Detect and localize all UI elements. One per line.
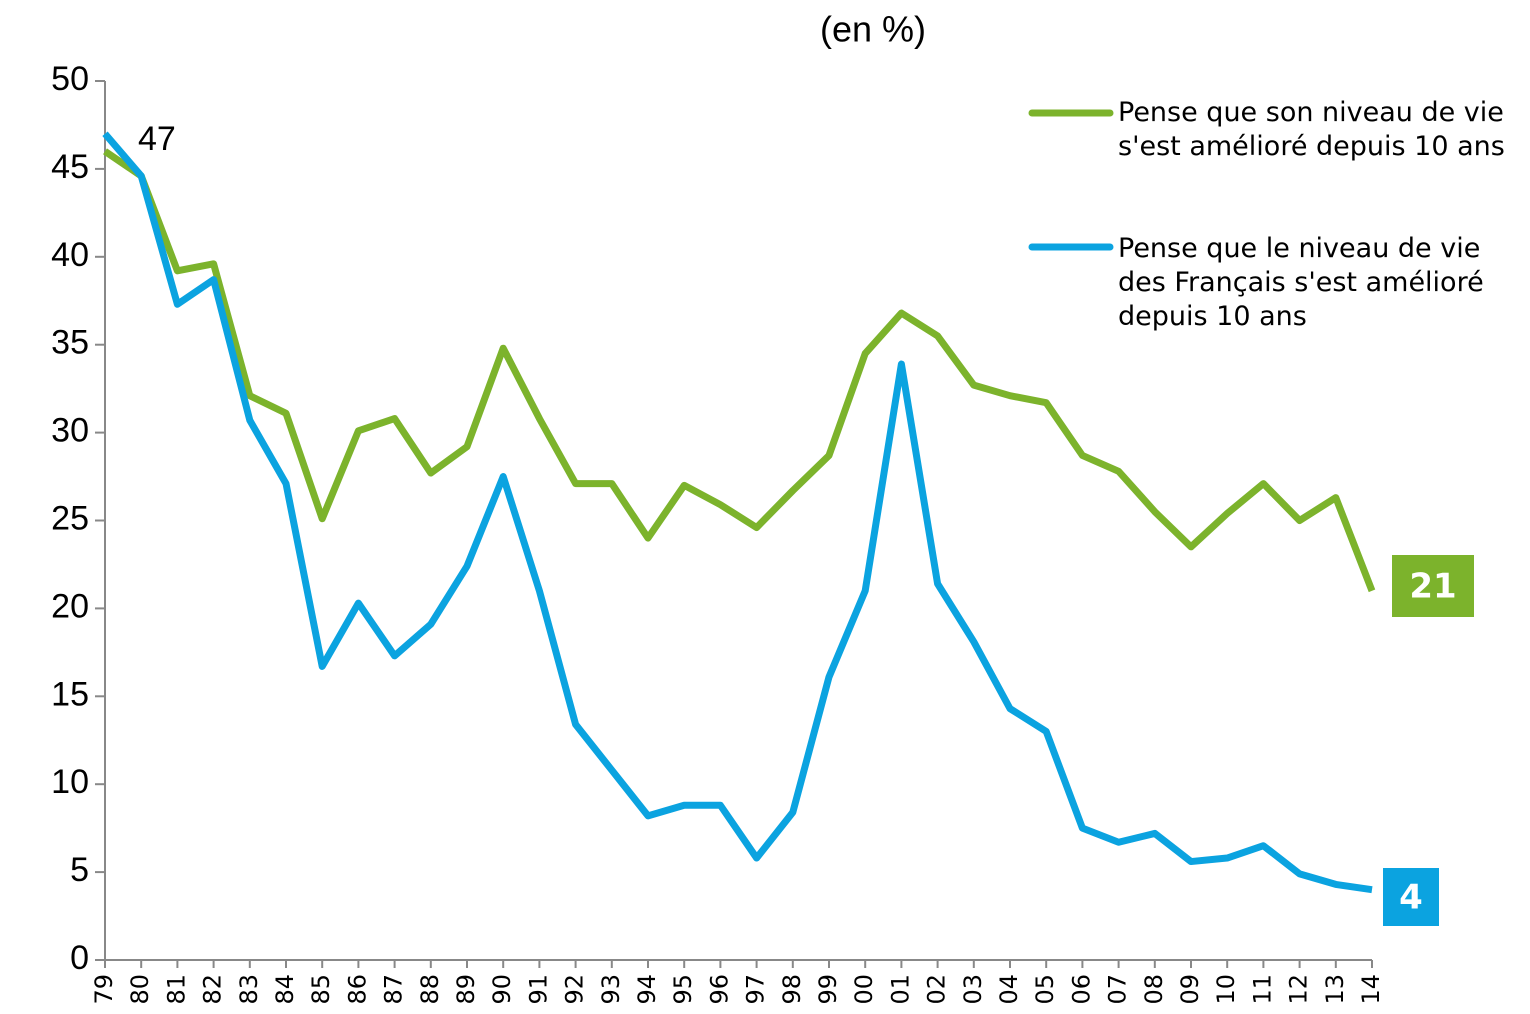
x-tick-label: 96 (705, 974, 733, 1005)
x-tick-label: 90 (488, 974, 516, 1005)
x-tick-label: 98 (778, 974, 806, 1005)
x-tick-label: 94 (633, 974, 661, 1005)
data-label: 21 (1409, 567, 1456, 607)
x-tick-label: 88 (416, 974, 444, 1005)
data-label: 47 (138, 120, 176, 158)
y-tick-label: 20 (51, 587, 89, 625)
legend-label: Pense que son niveau de vie s'est amélio… (1118, 97, 1505, 162)
x-tick-label: 95 (669, 974, 697, 1005)
line-series (102, 131, 1373, 894)
x-tick-label: 10 (1212, 974, 1240, 1005)
x-tick-label: 11 (1248, 974, 1276, 1005)
data-label-box (1383, 868, 1439, 926)
x-tick-label: 80 (126, 974, 154, 1005)
x-tick-label: 85 (307, 974, 335, 1005)
y-tick-label: 30 (51, 412, 89, 450)
x-tick-label: 01 (886, 974, 914, 1005)
x-tick-label: 86 (343, 974, 371, 1005)
x-tick-label: 12 (1285, 974, 1313, 1005)
x-tick-label: 84 (271, 974, 299, 1005)
x-tick-label: 04 (995, 974, 1023, 1005)
line-series (103, 148, 1376, 593)
x-tick-label: 03 (959, 974, 987, 1005)
x-tick-label: 87 (380, 974, 408, 1005)
data-label: 4 (1399, 878, 1423, 918)
x-tick-label: 79 (90, 974, 118, 1005)
x-tick-label: 02 (923, 974, 951, 1005)
x-tick-label: 89 (452, 974, 480, 1005)
y-tick-label: 50 (51, 60, 89, 98)
legend-label: Pense que le niveau de vie des Français … (1118, 233, 1484, 332)
x-tick-label: 82 (199, 974, 227, 1005)
x-tick-label: 05 (1031, 974, 1059, 1005)
x-tick-label: 91 (524, 974, 552, 1005)
y-tick-label: 5 (70, 851, 89, 889)
x-tick-label: 00 (850, 974, 878, 1005)
x-tick-label: 93 (597, 974, 625, 1005)
y-tick-label: 0 (70, 939, 89, 977)
y-tick-label: 40 (51, 236, 89, 274)
x-tick-label: 83 (235, 974, 263, 1005)
y-tick-label: 10 (51, 763, 89, 801)
x-tick-label: 97 (742, 974, 770, 1005)
data-label-box (1392, 555, 1474, 617)
y-tick-label: 35 (51, 324, 89, 362)
y-tick-label: 25 (51, 499, 89, 537)
x-tick-label: 13 (1321, 974, 1349, 1005)
x-tick-label: 92 (561, 974, 589, 1005)
x-tick-label: 07 (1104, 974, 1132, 1005)
x-tick-label: 81 (162, 974, 190, 1005)
y-tick-label: 15 (51, 675, 89, 713)
x-tick-label: 08 (1140, 974, 1168, 1005)
x-tick-label: 06 (1067, 974, 1095, 1005)
chart-title: (en %) (820, 9, 926, 50)
x-tick-label: 14 (1357, 974, 1385, 1005)
x-tick-label: 09 (1176, 974, 1204, 1005)
x-tick-label: 99 (814, 974, 842, 1005)
y-tick-label: 45 (51, 148, 89, 186)
